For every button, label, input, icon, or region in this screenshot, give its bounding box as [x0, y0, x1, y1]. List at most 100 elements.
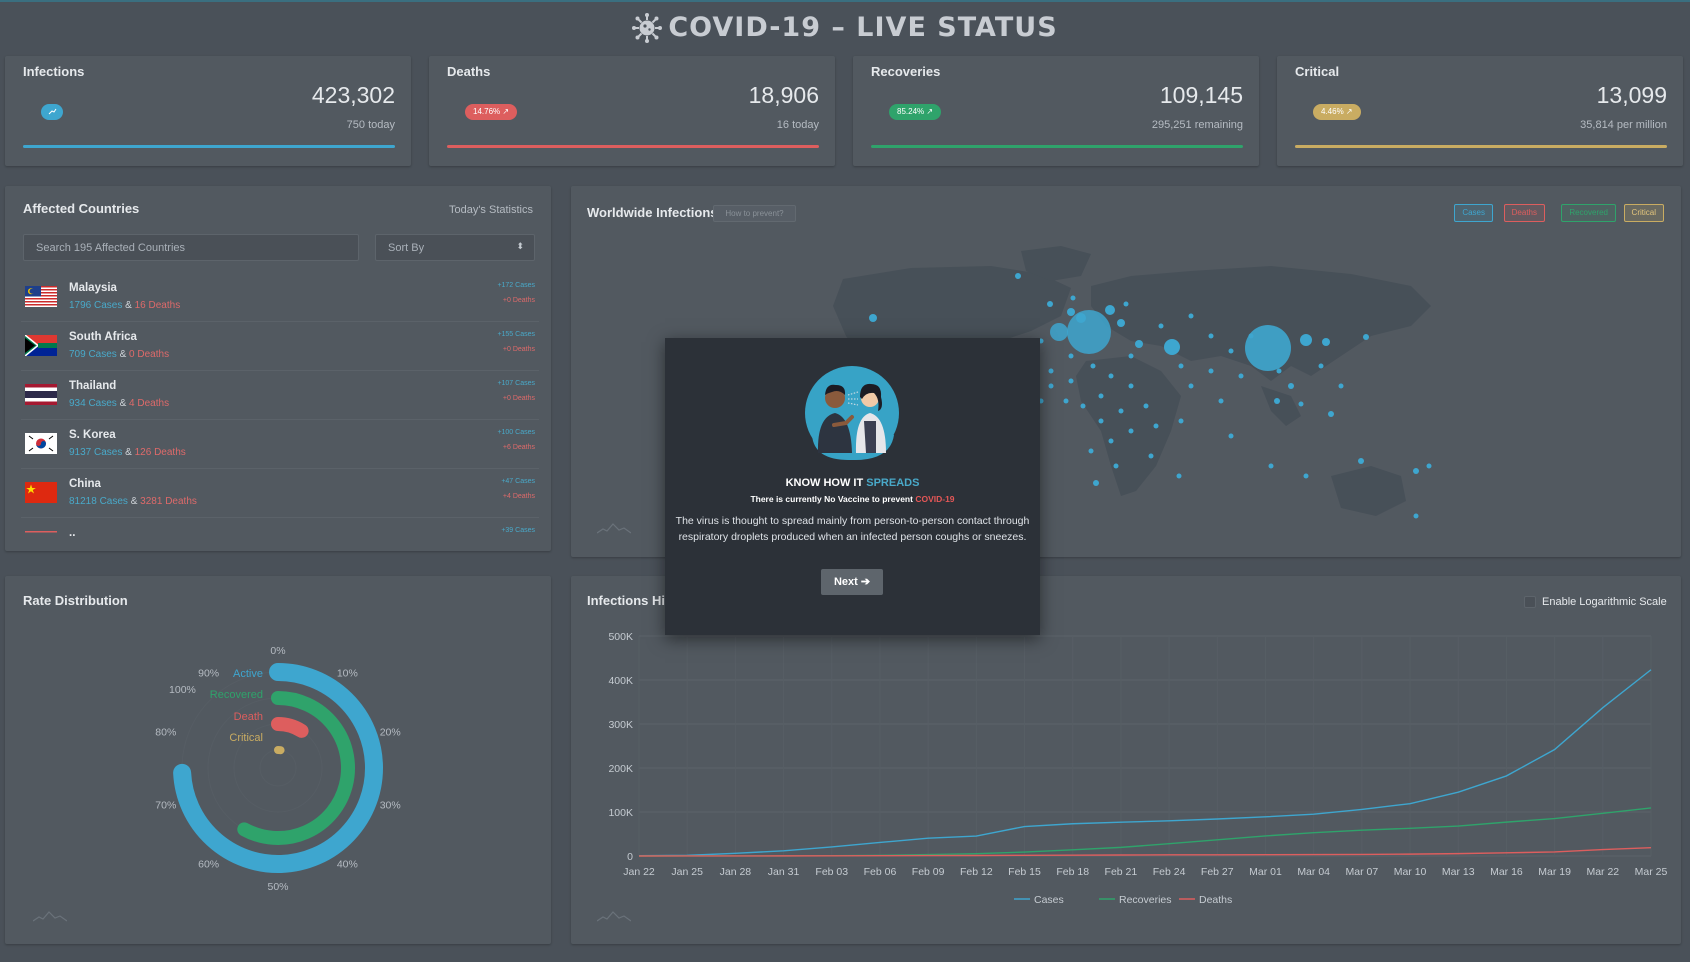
country-deaths: 4 Deaths: [129, 398, 170, 409]
stat-progress-bar: [447, 145, 819, 148]
country-stats: 81218 Cases & 3281 Deaths: [69, 496, 197, 507]
y-tick-label: 300K: [608, 719, 633, 731]
x-tick-label: Mar 01: [1249, 866, 1282, 878]
stat-card-deaths: Deaths 18,906 16 today 14.76% ↗: [429, 56, 835, 166]
radial-tick-label: 70%: [155, 799, 176, 811]
country-row-china[interactable]: China 81218 Cases & 3281 Deaths +47 Case…: [21, 469, 539, 518]
radial-tick-label: 40%: [337, 858, 358, 870]
rate-distribution-chart[interactable]: Active Recovered Death Critical 0% 10% 20% 30% 4…: [5, 576, 551, 944]
x-tick-label: Feb 27: [1201, 866, 1234, 878]
country-deaths: 0 Deaths: [129, 349, 170, 360]
modal-body-text: The virus is thought to spread mainly fr…: [675, 515, 1030, 543]
y-tick-label: 500K: [608, 631, 633, 643]
country-row-thailand[interactable]: Thailand 934 Cases & 4 Deaths +107 Cases…: [21, 371, 539, 420]
todays-statistics-label: Today's Statistics: [448, 204, 533, 216]
radial-bar-death[interactable]: [271, 717, 309, 738]
legend-label-deaths[interactable]: Deaths: [1199, 894, 1232, 906]
x-tick-label: Mar 25: [1635, 866, 1668, 878]
legend-label-cases[interactable]: Cases: [1034, 894, 1064, 906]
sort-by-label: Sort By: [388, 242, 425, 254]
today-deaths: +4 Deaths: [502, 493, 535, 500]
country-search-input[interactable]: Search 195 Affected Countries: [23, 234, 359, 261]
how-to-prevent-button[interactable]: How to prevent?: [713, 205, 796, 222]
page-header: COVID-19 – LIVE STATUS: [0, 0, 1690, 55]
radial-tick-label: 30%: [380, 799, 401, 811]
legend-label-recoveries[interactable]: Recoveries: [1119, 894, 1172, 906]
country-stats-separator: &: [119, 349, 127, 360]
country-name: S. Korea: [69, 429, 116, 441]
next-button-label: Next: [833, 576, 858, 588]
south-africa-flag-icon: [25, 335, 57, 356]
x-tick-label: Mar 22: [1586, 866, 1619, 878]
affected-countries-panel: Affected Countries Today's Statistics Se…: [5, 186, 551, 551]
rate-legend-death: Death: [234, 711, 263, 723]
trend-up-icon: ↗: [502, 107, 510, 116]
radial-tick-label: 80%: [155, 727, 176, 739]
stat-progress-bar: [871, 145, 1243, 148]
x-tick-label: Feb 15: [1008, 866, 1041, 878]
rate-distribution-panel: Rate Distribution Active Recovered Death Cr…: [5, 576, 551, 944]
sort-by-select[interactable]: Sort By ⬍: [375, 234, 535, 261]
modal-title-prefix: KNOW HOW IT: [785, 477, 864, 489]
chart-logo-icon: [597, 523, 631, 534]
country-row-s-korea[interactable]: S. Korea 9137 Cases & 126 Deaths +100 Ca…: [21, 420, 539, 469]
country-row-south-africa[interactable]: South Africa 709 Cases & 0 Deaths +155 C…: [21, 322, 539, 371]
prevention-modal: KNOW HOW IT SPREADS There is currently N…: [665, 338, 1040, 635]
modal-subtitle-prefix: There is currently No Vaccine to prevent: [750, 494, 913, 504]
stat-card-infections: Infections 423,302 750 today: [5, 56, 411, 166]
y-tick-label: 200K: [608, 763, 633, 775]
next-button[interactable]: Next ➔: [821, 569, 883, 595]
country-name: South Africa: [69, 331, 137, 343]
stat-title: Deaths: [447, 64, 491, 79]
country-stats-separator: &: [119, 398, 127, 409]
rate-legend-critical: Critical: [229, 732, 263, 744]
stat-title: Recoveries: [871, 64, 941, 79]
today-cases: +107 Cases: [497, 380, 535, 387]
series-line-cases[interactable]: [638, 669, 1652, 857]
stat-progress-bar: [23, 145, 395, 148]
map-filter-recovered[interactable]: Recovered: [1561, 204, 1616, 222]
radial-bar-recovered[interactable]: [237, 691, 355, 845]
trend-up-icon: ↗: [926, 107, 934, 116]
map-filter-deaths[interactable]: Deaths: [1503, 204, 1545, 222]
radial-tick-label: 10%: [337, 668, 358, 680]
percent-badge: 85.24% ↗: [889, 104, 942, 120]
series-line-recoveries[interactable]: [638, 807, 1652, 857]
virus-icon: [632, 12, 663, 43]
country-cases: 1796 Cases: [69, 300, 123, 311]
country-row-partial[interactable]: .. +39 Cases: [21, 518, 539, 551]
percent-badge-text: 14.76%: [473, 107, 501, 116]
stat-sub: 16 today: [776, 119, 819, 131]
chart-logo-icon: [33, 911, 67, 922]
today-cases: +155 Cases: [497, 331, 535, 338]
country-name: Thailand: [69, 380, 117, 392]
country-stats-separator: &: [130, 496, 138, 507]
today-deaths: +0 Deaths: [502, 346, 535, 353]
country-cases: 934 Cases: [69, 398, 117, 409]
country-stats-separator: &: [125, 447, 132, 458]
x-tick-label: Mar 10: [1394, 866, 1427, 878]
country-cases: 81218 Cases: [69, 496, 128, 507]
rate-legend-recovered: Recovered: [210, 689, 263, 701]
percent-badge-text: 85.24%: [897, 107, 925, 116]
series-line-deaths[interactable]: [638, 846, 1652, 857]
x-tick-label: Jan 22: [623, 866, 655, 878]
infections-history-chart[interactable]: 0 100K 200K 300K 400K 500K Jan 22 Jan 25 Jan 28 J…: [571, 576, 1681, 944]
log-scale-label[interactable]: Enable Logarithmic Scale: [1542, 596, 1667, 608]
country-row-malaysia[interactable]: Malaysia 1796 Cases & 16 Deaths +172 Cas…: [21, 273, 539, 322]
rate-distribution-title: Rate Distribution: [23, 593, 128, 608]
radial-bar-active[interactable]: [173, 663, 383, 873]
today-cases: +39 Cases: [501, 527, 535, 534]
map-filter-cases[interactable]: Cases: [1454, 204, 1493, 222]
radial-tick-label: 90%: [198, 668, 219, 680]
radial-tick-label: 100%: [169, 684, 196, 696]
stat-card-critical: Critical 13,099 35,814 per million 4.46%…: [1277, 56, 1683, 166]
x-tick-label: Feb 12: [960, 866, 993, 878]
percent-badge-text: 4.46%: [1321, 107, 1344, 116]
today-cases: +47 Cases: [501, 478, 535, 485]
map-filter-critical[interactable]: Critical: [1623, 204, 1664, 222]
x-tick-label: Mar 07: [1346, 866, 1379, 878]
y-tick-label: 100K: [608, 807, 633, 819]
log-scale-checkbox[interactable]: [1524, 596, 1536, 608]
thailand-flag-icon: [25, 384, 57, 405]
